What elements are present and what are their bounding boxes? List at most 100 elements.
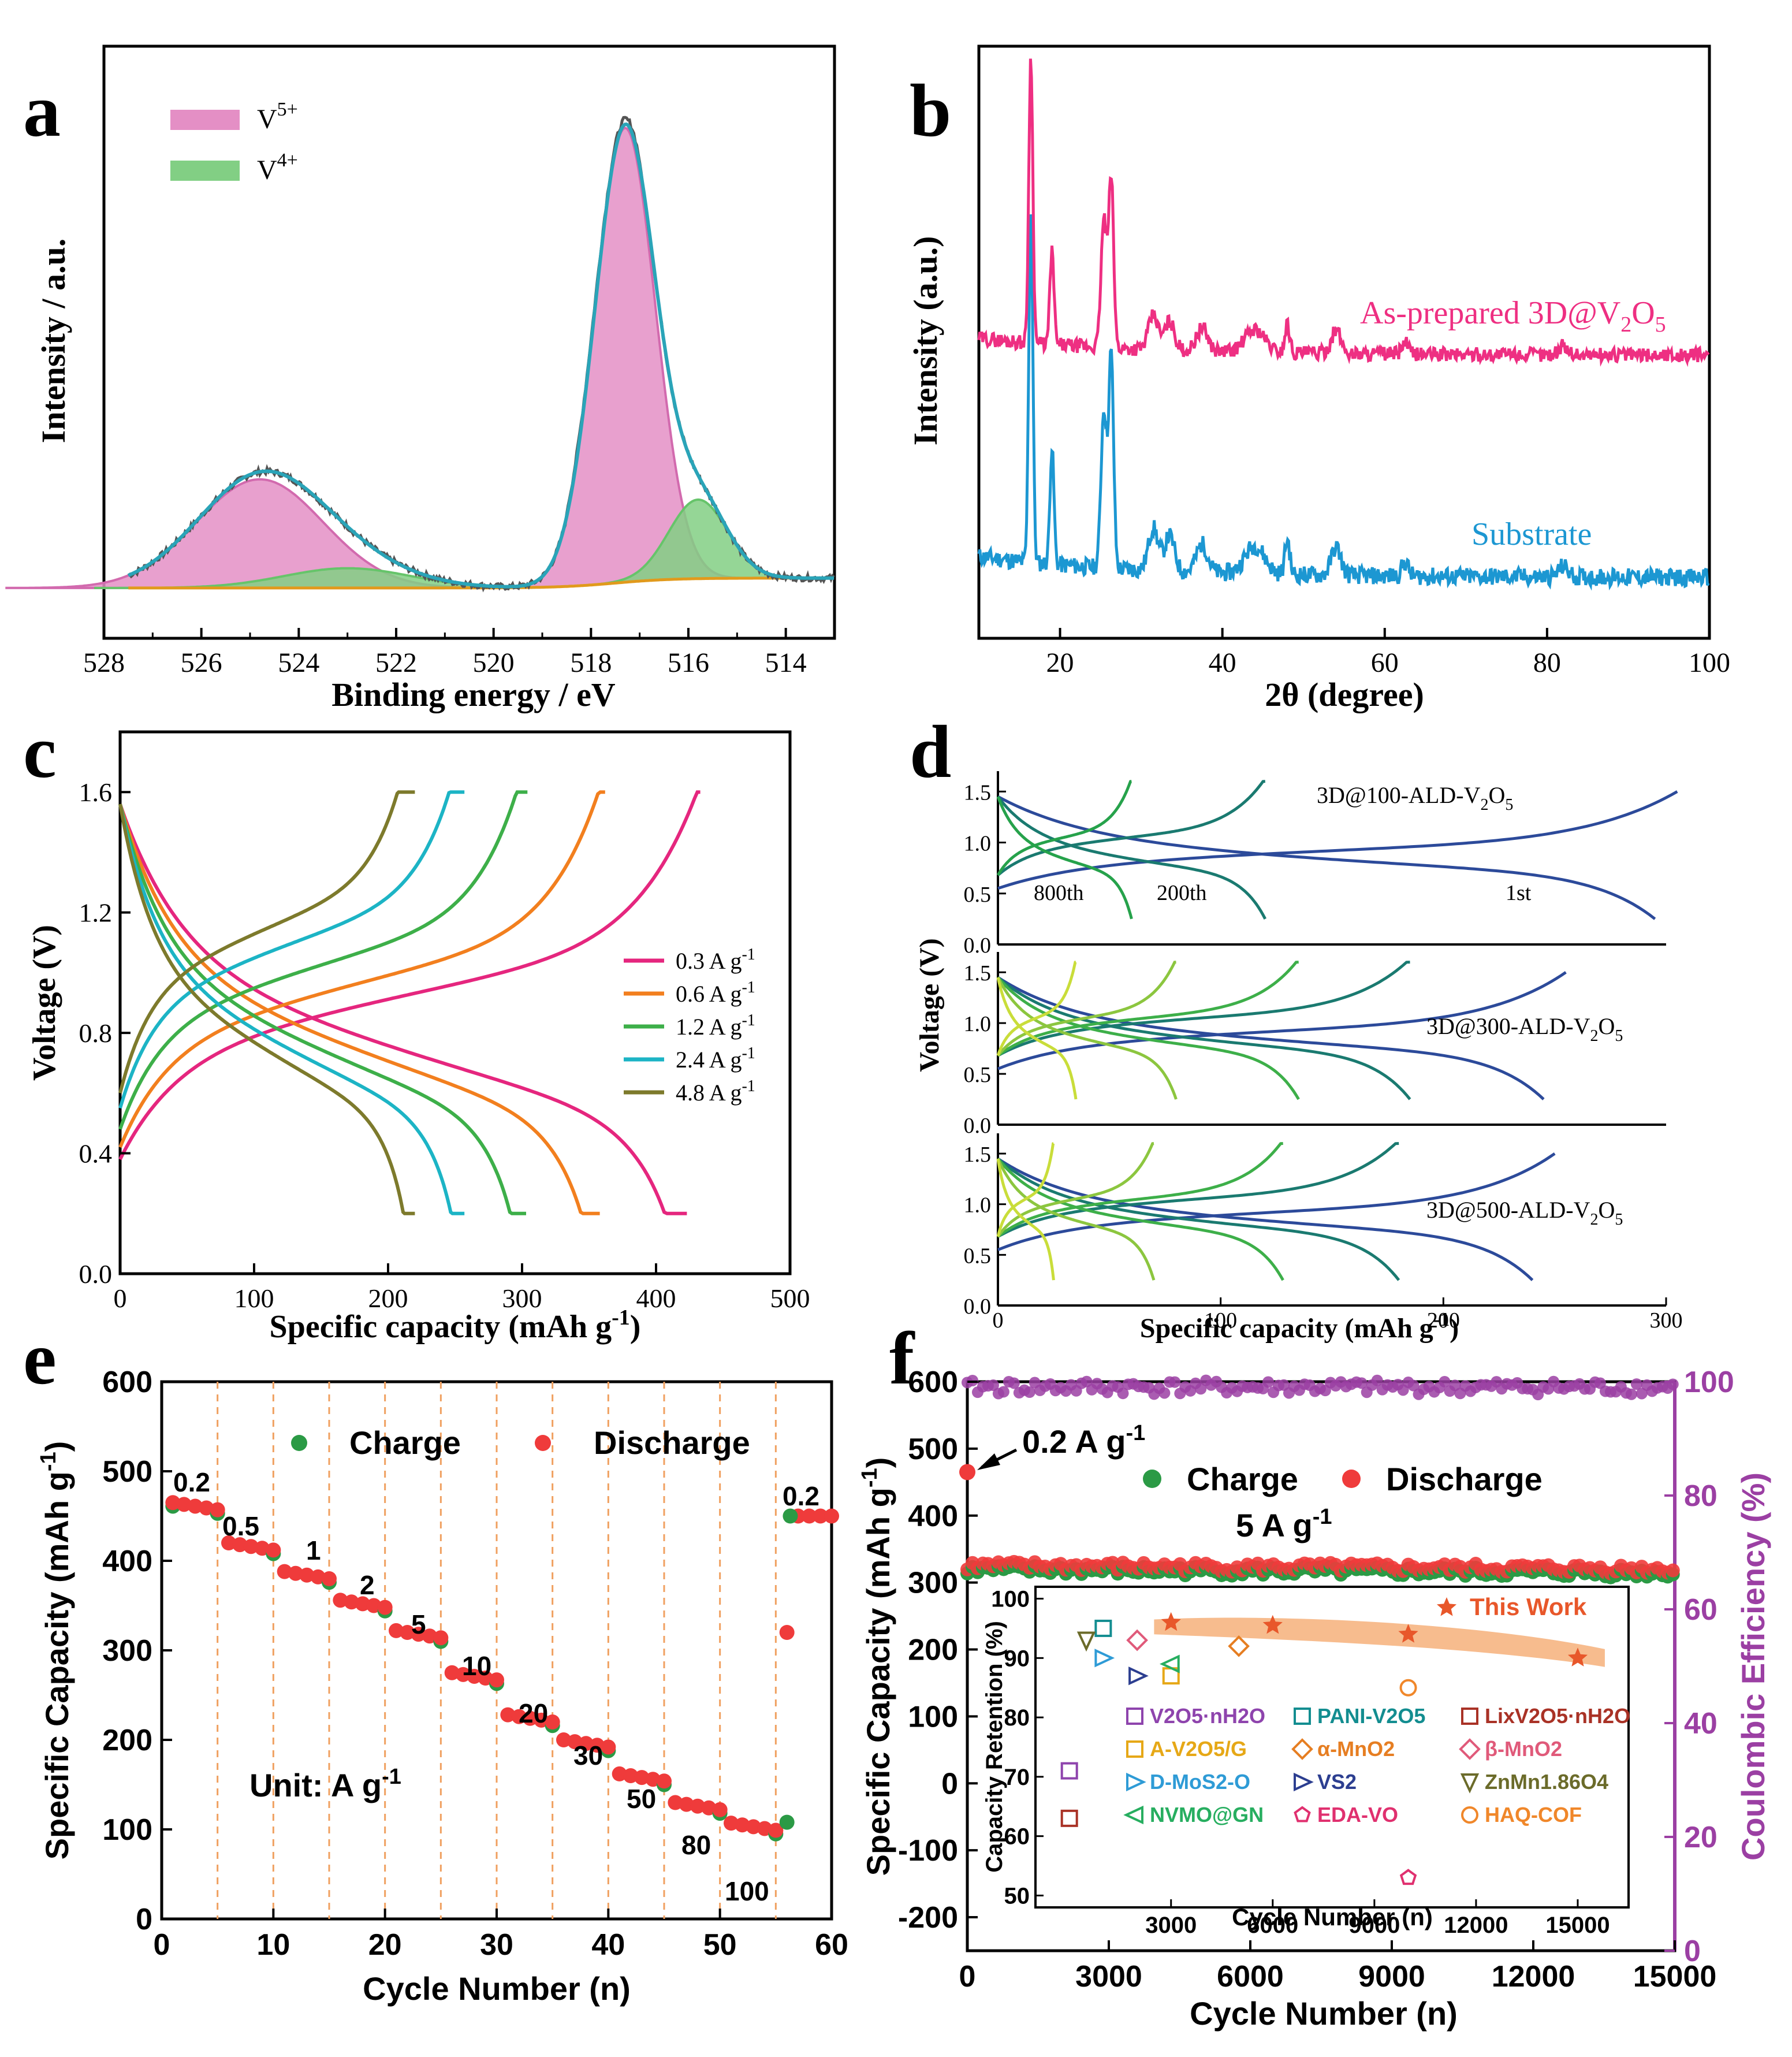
d-ytick-label: 0.0 (964, 1114, 992, 1138)
c-legend-sup: -1 (742, 1044, 755, 1062)
e-discharge-point (199, 1500, 214, 1516)
d-label-part: O (1488, 782, 1505, 808)
c-charge-3 (118, 790, 528, 1130)
d-xtick-label: 100 (1204, 1308, 1237, 1333)
d-discharge-2-2 (997, 976, 1411, 1100)
panel-b: b 20 40 60 80 100 As-prepared 3D@V2O5 Substr… (907, 44, 1730, 713)
inset-this-work-band (1154, 1617, 1605, 1667)
d-charge-2-1 (997, 971, 1567, 1070)
d-label-part: 5 (1615, 1211, 1623, 1229)
f-ce-point (1169, 1376, 1181, 1388)
e-discharge-point (779, 1625, 795, 1640)
e-discharge-point (467, 1668, 482, 1684)
f-ce-point (1371, 1374, 1383, 1386)
panel-label-e: e (23, 1317, 57, 1400)
e-rate-label-12: 0.2 (783, 1481, 819, 1511)
f-ce-point (997, 1386, 1009, 1398)
inset-legend-label-12: HAQ-COF (1485, 1803, 1582, 1827)
d-ytick-label: 1.0 (964, 1193, 992, 1218)
a-ticks: 528 526 524 522 520 518 516 514 (83, 628, 807, 678)
e-discharge-point (813, 1508, 828, 1524)
inset-legend-label-2: PANI-V2O5 (1317, 1704, 1425, 1728)
e-discharge-point (511, 1709, 527, 1724)
inset-legend-marker-7 (1126, 1772, 1146, 1792)
f-main-rate-label: 5 A g-1 (1236, 1505, 1332, 1543)
c-xtick-label: 400 (636, 1284, 676, 1313)
inset-ytick-label: 100 (991, 1587, 1030, 1612)
e-ytick-label: 600 (102, 1366, 152, 1399)
d-ylabel: Voltage (V) (914, 938, 945, 1072)
d-subplot-label-2: 3D@300-ALD-V2O5 (1426, 1013, 1623, 1045)
a-xtick-label: 514 (765, 648, 807, 678)
f-xtick-label: 6000 (1217, 1960, 1284, 1993)
e-xtick-label: 60 (815, 1928, 848, 1962)
e-discharge-point (288, 1565, 303, 1581)
c-legend-label-3: 1.2 A g-1 (676, 1011, 755, 1040)
inset-legend-label-8: VS2 (1317, 1770, 1357, 1794)
d-ytick-label: 0.5 (964, 1063, 992, 1087)
e-rate-labels: 0.2 0.5 1 2 5 10 20 30 50 80 100 0.2 (173, 1467, 819, 1906)
c-legend-sup: -1 (742, 1077, 755, 1095)
inset-legend-marker-4 (1126, 1740, 1143, 1758)
inset-legend-label-10: NVMO@GN (1150, 1803, 1264, 1827)
b-xtick-label: 100 (1689, 648, 1730, 678)
d-label-part: O (1598, 1197, 1615, 1223)
e-discharge-point (768, 1822, 784, 1838)
b-series-label-substrate: Substrate (1471, 516, 1592, 552)
inset-this-work-point-3 (1398, 1624, 1418, 1643)
d-charge-3-4 (996, 1142, 1154, 1238)
e-discharge-point (634, 1770, 650, 1786)
e-discharge-point (188, 1498, 203, 1514)
d-discharge-1-3 (996, 796, 1133, 920)
c-discharge-3 (118, 804, 526, 1215)
e-xtick-label: 40 (591, 1928, 625, 1962)
f-y2tick-label: 60 (1684, 1593, 1718, 1627)
f-ce-point (1625, 1388, 1637, 1400)
f-y2tick-label: 20 (1684, 1821, 1718, 1854)
e-rate-label-10: 80 (681, 1830, 711, 1860)
a-xtick-label: 526 (181, 648, 222, 678)
d-xtick-label: 200 (1427, 1308, 1460, 1333)
e-discharge-point (176, 1497, 192, 1512)
c-xtick-label: 100 (234, 1284, 274, 1313)
f-annotations: 0.2 A g-1 Charge Discharge 5 A g-1 (977, 1421, 1543, 1543)
d-subplot-label-3: 3D@500-ALD-V2O5 (1426, 1197, 1623, 1229)
c-xlabel: Specific capacity (mAh g-1) (270, 1305, 641, 1345)
c-legend-sup: -1 (742, 946, 755, 964)
inset-legend-marker-10 (1123, 1805, 1143, 1825)
panel-c: c 0 100 200 300 400 500 0.0 0.4 0.8 1.2 1.6 0.3 A … (23, 711, 810, 1345)
d-ytick-label: 1.0 (964, 1012, 992, 1036)
legend-swatch-v4 (170, 161, 240, 181)
legend-label-v4: V4+ (257, 150, 298, 185)
e-discharge-point (444, 1665, 460, 1680)
e-rate-label-8: 30 (573, 1740, 603, 1770)
e-discharge-point (255, 1541, 270, 1556)
inset-point-3 (1060, 1809, 1078, 1827)
f-ytick-label: -100 (898, 1834, 958, 1868)
c-legend-rate: 0.6 A g (676, 981, 742, 1007)
d-cycle-label-1st: 1st (1506, 881, 1532, 905)
inset-ytick-label: 80 (1004, 1705, 1030, 1731)
e-rate-label-3: 1 (306, 1535, 321, 1565)
e-ytick-label: 0 (136, 1903, 152, 1936)
e-discharge-point (757, 1821, 772, 1836)
f-ytick-label: 600 (908, 1366, 958, 1399)
d-charge-3-3 (997, 1142, 1283, 1238)
e-discharge-point (210, 1502, 225, 1517)
a-xlabel: Binding energy / eV (331, 676, 616, 713)
d-charge-3-5 (996, 1142, 1055, 1237)
e-discharge-point (310, 1569, 326, 1584)
e-discharge-point (433, 1630, 449, 1646)
legend-marker-discharge (535, 1435, 551, 1451)
f-ce-point (1667, 1378, 1679, 1390)
a-xtick-label: 520 (473, 648, 515, 678)
e-discharge-point (366, 1598, 382, 1613)
d-discharge-2-5 (996, 977, 1078, 1100)
e-xtick-label: 10 (256, 1928, 290, 1962)
panel-a: a 528 526 524 522 520 518 516 514 V5+ V4+ Bindi… (5, 44, 836, 713)
inset-xtick-label: 15000 (1545, 1913, 1610, 1938)
d-charge-3-1 (997, 1152, 1556, 1251)
inset-ylabel: Capacity Retention (%) (982, 1621, 1007, 1873)
f-ce-point (1195, 1383, 1207, 1395)
